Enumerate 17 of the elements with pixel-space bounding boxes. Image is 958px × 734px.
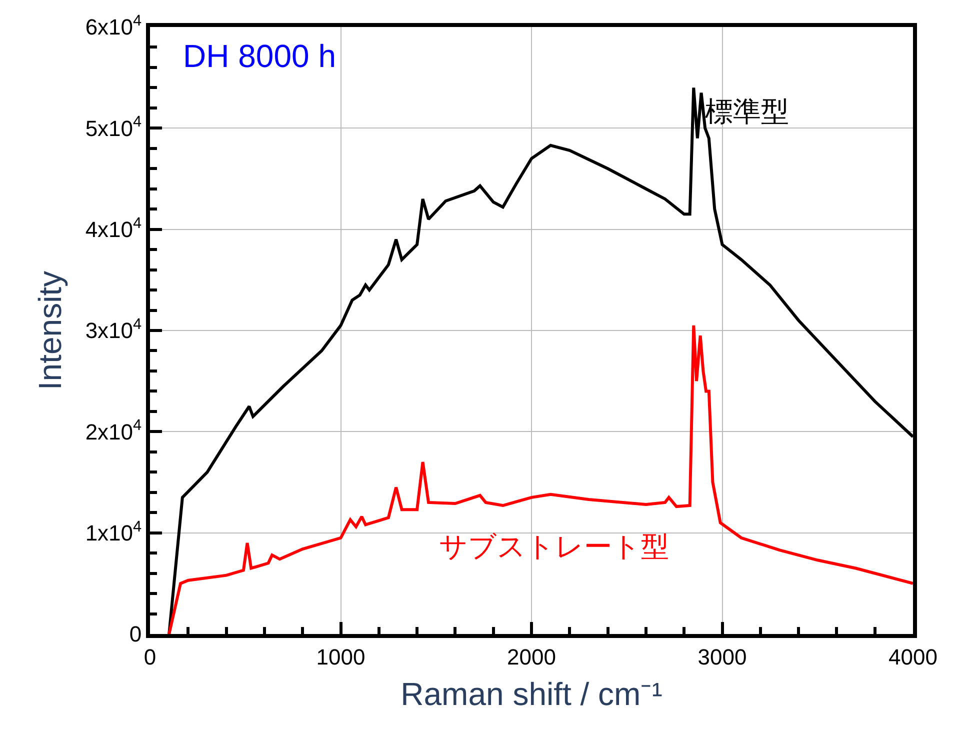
x-tick-label: 1000	[316, 644, 366, 670]
x-axis-title: Raman shift / cm⁻¹	[400, 676, 662, 712]
series-label: サブストレート型	[439, 531, 669, 562]
y-tick-label: 6x10$^{4}$	[85, 12, 142, 40]
y-tick-label: 5x10$^{4}$	[85, 114, 142, 141]
line-series	[168, 324, 913, 634]
y-tick-label: 1x10$^{4}$	[85, 518, 142, 546]
x-tick-label: 3000	[698, 644, 747, 670]
y-tick-label: 4x10$^{4}$	[85, 214, 142, 242]
y-tick-label: 2x10$^{4}$	[85, 417, 142, 444]
y-tick-label: 0	[129, 622, 142, 647]
x-tick-label: 4000	[888, 644, 938, 670]
y-tick-label: 3x10$^{4}$	[85, 316, 142, 344]
annotation: DH 8000 h	[183, 38, 336, 74]
x-tick-label: 2000	[507, 644, 556, 670]
series-label: 標準型	[705, 96, 789, 127]
y-axis-title: Intensity	[32, 270, 68, 390]
